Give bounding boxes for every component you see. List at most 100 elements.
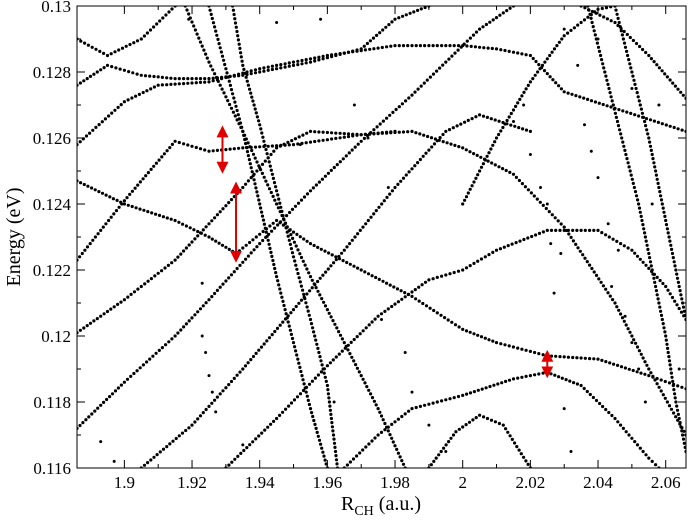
- data-point: [410, 93, 414, 97]
- data-point: [276, 206, 280, 210]
- data-point: [654, 289, 659, 293]
- data-point: [625, 32, 629, 37]
- data-point: [514, 104, 518, 108]
- data-point: [286, 234, 290, 238]
- data-point: [110, 65, 114, 69]
- data-point: [275, 189, 279, 193]
- data-point: [429, 136, 434, 140]
- data-point: [116, 302, 120, 306]
- data-point: [359, 139, 363, 143]
- data-point: [385, 281, 389, 285]
- data-point: [188, 226, 192, 230]
- data-point: [263, 143, 267, 147]
- data-point: [88, 242, 92, 246]
- data-point: [248, 87, 252, 91]
- data-point: [274, 271, 278, 275]
- data-point: [244, 75, 248, 79]
- data-point: [501, 423, 505, 427]
- data-point: [552, 47, 557, 51]
- data-point: [447, 128, 452, 132]
- data-point: [425, 78, 429, 82]
- data-point: [351, 457, 356, 461]
- data-point: [562, 34, 566, 38]
- data-point: [323, 304, 328, 308]
- data-point: [658, 278, 662, 283]
- data-point: [207, 80, 211, 84]
- data-point: [628, 62, 632, 66]
- data-point: [327, 251, 331, 255]
- data-point: [421, 301, 425, 306]
- data-point: [680, 385, 684, 389]
- data-point: [410, 167, 414, 171]
- data-point: [355, 454, 359, 458]
- data-point: [393, 17, 397, 21]
- data-point: [304, 301, 308, 305]
- data-point: [367, 442, 371, 446]
- data-point: [280, 209, 284, 213]
- data-point: [390, 436, 394, 440]
- data-point: [610, 99, 614, 103]
- data-point: [443, 316, 447, 320]
- data-point: [672, 125, 676, 130]
- data-point: [288, 210, 292, 215]
- data-point: [350, 355, 354, 359]
- x-tick-label: 1.94: [245, 473, 275, 492]
- data-point: [453, 143, 457, 147]
- data-point: [648, 144, 653, 148]
- scatter-point: [606, 222, 610, 226]
- data-point: [363, 48, 367, 52]
- data-point: [138, 180, 142, 184]
- data-point: [619, 29, 623, 33]
- data-point: [330, 425, 334, 429]
- data-point: [296, 59, 300, 63]
- data-point: [670, 375, 674, 379]
- data-point: [226, 99, 230, 103]
- data-point: [287, 238, 291, 242]
- data-point: [281, 410, 285, 414]
- data-point: [298, 280, 302, 284]
- data-point: [242, 448, 246, 453]
- data-point: [114, 66, 118, 70]
- scatter-point: [386, 186, 390, 189]
- data-point: [152, 25, 156, 29]
- data-point: [599, 280, 603, 284]
- data-point: [478, 27, 482, 31]
- data-point: [146, 171, 150, 175]
- data-point: [677, 306, 681, 311]
- data-point: [234, 25, 238, 29]
- scatter-point: [576, 63, 580, 67]
- data-point: [335, 163, 339, 167]
- data-point: [198, 231, 203, 235]
- data-point: [244, 257, 248, 261]
- data-point: [251, 440, 255, 444]
- data-point: [626, 161, 630, 165]
- data-point: [513, 124, 517, 128]
- data-point: [649, 148, 653, 152]
- data-point: [511, 377, 516, 381]
- data-point: [674, 415, 678, 419]
- data-point: [326, 171, 330, 175]
- data-point: [656, 181, 660, 185]
- data-point: [668, 78, 672, 82]
- data-point: [82, 326, 86, 330]
- data-point: [616, 124, 621, 128]
- data-point: [157, 213, 162, 217]
- data-point: [314, 338, 318, 342]
- data-point: [383, 428, 387, 432]
- data-point: [418, 132, 422, 136]
- data-point: [245, 79, 249, 83]
- data-point: [200, 44, 204, 48]
- data-point: [440, 399, 444, 403]
- data-point: [173, 218, 177, 223]
- data-point: [257, 434, 261, 438]
- data-point: [218, 46, 222, 50]
- data-point: [90, 45, 94, 49]
- data-point: [535, 197, 539, 201]
- data-point: [601, 102, 605, 107]
- data-point: [450, 54, 454, 58]
- data-point: [346, 348, 350, 352]
- data-point: [182, 249, 186, 253]
- data-point: [637, 114, 641, 118]
- data-point: [623, 366, 628, 370]
- data-point: [652, 161, 656, 165]
